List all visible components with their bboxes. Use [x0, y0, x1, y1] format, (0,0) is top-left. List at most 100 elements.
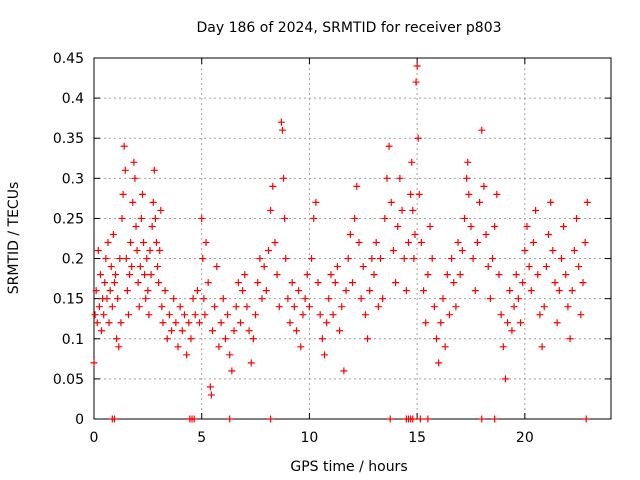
- data-point: [411, 230, 419, 238]
- data-point: [176, 303, 184, 311]
- data-point: [295, 287, 303, 295]
- data-point: [551, 279, 559, 287]
- data-point: [308, 255, 316, 263]
- data-point: [529, 239, 537, 247]
- data-point: [193, 287, 201, 295]
- data-point: [275, 303, 283, 311]
- data-point: [512, 271, 520, 279]
- data-point: [301, 295, 309, 303]
- data-point: [130, 158, 138, 166]
- data-point: [155, 279, 163, 287]
- data-point: [452, 303, 460, 311]
- data-point: [254, 279, 262, 287]
- data-point: [473, 239, 481, 247]
- data-point: [201, 311, 209, 319]
- data-point: [104, 239, 112, 247]
- data-point: [196, 319, 204, 327]
- data-point: [288, 279, 296, 287]
- data-point: [581, 239, 589, 247]
- data-point: [413, 62, 421, 70]
- data-point: [297, 343, 305, 351]
- data-point: [247, 359, 255, 367]
- data-point: [123, 287, 131, 295]
- y-tick-label: 0.4: [62, 91, 84, 107]
- data-point: [138, 190, 146, 198]
- data-point: [355, 239, 363, 247]
- data-point: [579, 279, 587, 287]
- data-point: [327, 271, 335, 279]
- data-point: [142, 295, 150, 303]
- data-point: [180, 311, 188, 319]
- y-tick-label: 0.1: [62, 332, 84, 348]
- data-point: [510, 303, 518, 311]
- data-point: [281, 214, 289, 222]
- data-point: [122, 255, 130, 263]
- data-point: [416, 415, 424, 423]
- data-point: [359, 263, 367, 271]
- data-point: [110, 279, 118, 287]
- data-point: [386, 415, 394, 423]
- data-point: [329, 311, 337, 319]
- data-point: [338, 303, 346, 311]
- data-point: [497, 311, 505, 319]
- x-axis: 0 5 10 15 20: [90, 58, 534, 446]
- data-point: [464, 158, 472, 166]
- data-point: [230, 327, 238, 335]
- data-point: [207, 391, 215, 399]
- data-point: [152, 239, 160, 247]
- data-point: [292, 327, 300, 335]
- x-tick-label: 15: [408, 430, 426, 446]
- data-point: [200, 295, 208, 303]
- data-point: [344, 255, 352, 263]
- data-point: [433, 335, 441, 343]
- data-point: [178, 327, 186, 335]
- data-point: [107, 263, 115, 271]
- data-point: [136, 263, 144, 271]
- data-point: [236, 319, 244, 327]
- data-point: [430, 303, 438, 311]
- data-point: [364, 335, 372, 343]
- data-point: [141, 271, 149, 279]
- y-tick-label: 0: [75, 412, 84, 428]
- data-point: [402, 287, 410, 295]
- data-point: [428, 255, 436, 263]
- data-point: [414, 134, 422, 142]
- data-point: [545, 230, 553, 238]
- data-point: [333, 263, 341, 271]
- data-point: [568, 287, 576, 295]
- data-point: [271, 239, 279, 247]
- data-point: [224, 311, 232, 319]
- data-point: [357, 295, 365, 303]
- data-points: [90, 62, 591, 423]
- data-point: [168, 327, 176, 335]
- data-point: [400, 255, 408, 263]
- data-point: [424, 415, 432, 423]
- data-point: [165, 311, 173, 319]
- data-point: [140, 239, 148, 247]
- data-point: [112, 271, 120, 279]
- y-axis-label: SRMTID / TECUs: [6, 182, 22, 295]
- data-point: [94, 247, 102, 255]
- data-point: [374, 303, 382, 311]
- data-point: [91, 311, 99, 319]
- data-point: [420, 287, 428, 295]
- data-point: [286, 319, 294, 327]
- data-point: [149, 198, 157, 206]
- data-point: [392, 279, 400, 287]
- data-point: [299, 311, 307, 319]
- data-point: [147, 271, 155, 279]
- data-point: [183, 351, 191, 359]
- data-point: [542, 263, 550, 271]
- data-point: [124, 311, 132, 319]
- data-point: [467, 222, 475, 230]
- data-point: [204, 279, 212, 287]
- data-point: [108, 303, 116, 311]
- data-point: [226, 415, 234, 423]
- data-point: [385, 142, 393, 150]
- data-point: [340, 367, 348, 375]
- data-point: [532, 206, 540, 214]
- data-point: [277, 118, 285, 126]
- data-point: [557, 255, 565, 263]
- data-point: [320, 351, 328, 359]
- data-point: [213, 263, 221, 271]
